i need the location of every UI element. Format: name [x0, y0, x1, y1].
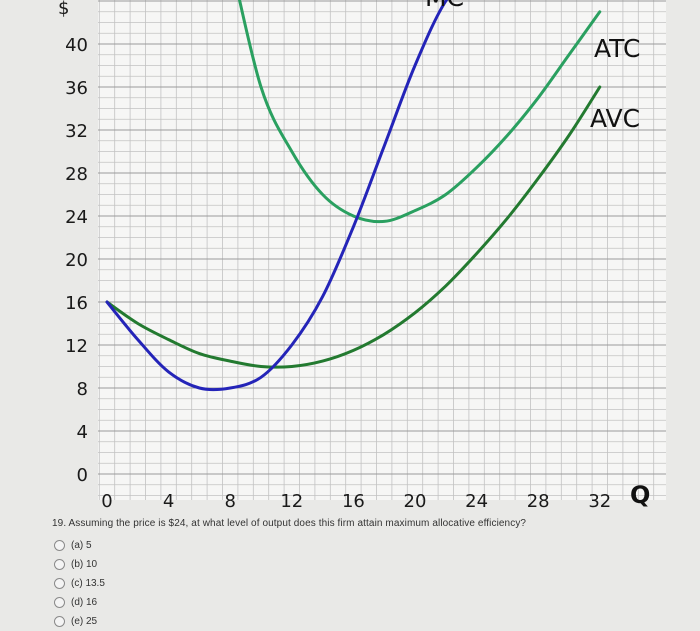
y-tick-label: 32 [65, 121, 88, 142]
x-tick-label: 32 [588, 491, 611, 512]
radio-button[interactable] [54, 578, 65, 589]
atc-label: ATC [594, 34, 640, 63]
option-label: (a) 5 [71, 540, 92, 551]
answer-options: (a) 5 (b) 10 (c) 13.5 (d) 16 (e) 25 [54, 536, 105, 631]
radio-button[interactable] [54, 540, 65, 551]
plot-background [98, 0, 666, 500]
x-tick-label: 24 [465, 491, 488, 512]
x-tick-label: 28 [527, 491, 550, 512]
curve-atc [237, 0, 602, 224]
x-tick-labels: 0 4 8 12 16 20 24 28 32 [101, 491, 611, 512]
grid-lines [98, 0, 666, 500]
option-e[interactable]: (e) 25 [54, 612, 105, 631]
y-tick-labels: 0 4 8 12 16 20 24 28 32 36 40 [65, 35, 88, 486]
x-tick-label: 16 [342, 491, 365, 512]
y-tick-label: 24 [65, 207, 88, 228]
y-tick-label: 12 [65, 336, 88, 357]
radio-button[interactable] [54, 559, 65, 570]
y-tick-label: 20 [65, 250, 88, 271]
option-d[interactable]: (d) 16 [54, 593, 105, 612]
option-c[interactable]: (c) 13.5 [54, 574, 105, 593]
x-tick-label: 0 [101, 491, 112, 512]
avc-label: AVC [590, 104, 640, 133]
x-tick-label: 4 [163, 491, 174, 512]
curve-avc [105, 85, 602, 369]
y-tick-label: 28 [65, 164, 88, 185]
option-a[interactable]: (a) 5 [54, 536, 105, 555]
radio-button[interactable] [54, 597, 65, 608]
x-tick-label: 20 [404, 491, 427, 512]
option-label: (e) 25 [71, 616, 98, 627]
y-tick-label: 8 [77, 379, 88, 400]
x-axis-label: Q [630, 481, 650, 509]
y-tick-label: 0 [77, 465, 88, 486]
radio-button[interactable] [54, 616, 65, 627]
y-tick-label: 4 [77, 422, 88, 443]
option-label: (c) 13.5 [71, 578, 105, 589]
curves [105, 0, 602, 392]
question-text: 19. Assuming the price is $24, at what l… [52, 518, 527, 529]
mc-label: MC [425, 0, 464, 12]
y-tick-label: 36 [65, 78, 88, 99]
x-tick-label: 8 [224, 491, 235, 512]
y-axis-symbol: $ [58, 0, 69, 19]
y-tick-label: 40 [65, 35, 88, 56]
option-label: (d) 16 [71, 597, 98, 608]
option-b[interactable]: (b) 10 [54, 555, 105, 574]
option-label: (b) 10 [71, 559, 98, 570]
curve-mc [105, 0, 449, 392]
y-tick-label: 16 [65, 293, 88, 314]
x-tick-label: 12 [280, 491, 303, 512]
